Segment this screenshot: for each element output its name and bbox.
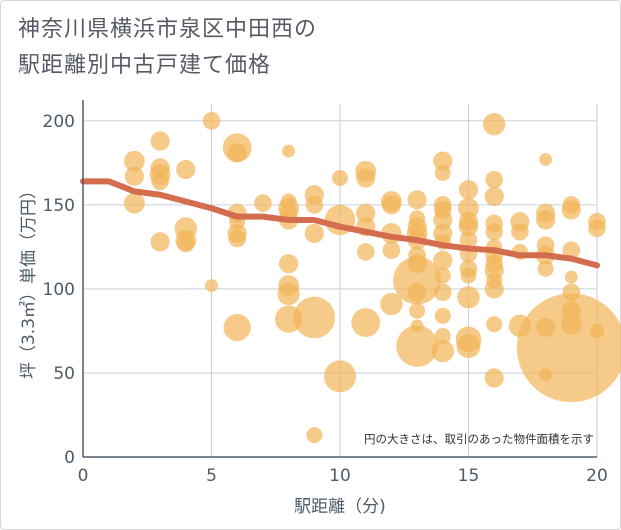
data-bubble bbox=[431, 339, 454, 363]
y-tick-label: 200 bbox=[43, 112, 75, 132]
data-bubble bbox=[396, 325, 438, 367]
data-bubble bbox=[202, 112, 221, 130]
data-bubble bbox=[561, 200, 581, 220]
y-tick-label: 100 bbox=[43, 280, 75, 300]
data-bubble bbox=[306, 427, 323, 444]
data-bubble bbox=[380, 292, 403, 316]
data-bubble bbox=[486, 316, 503, 333]
chart-title: 神奈川県横浜市泉区中田西の 駅距離別中古戸建て価格 bbox=[18, 12, 317, 84]
x-tick-label: 5 bbox=[206, 466, 217, 486]
data-bubble bbox=[393, 256, 442, 305]
x-tick-label: 10 bbox=[329, 466, 351, 486]
data-bubble bbox=[484, 186, 504, 207]
data-bubble bbox=[282, 144, 295, 158]
y-axis-title: 坪（3.3㎡）単価（万円） bbox=[19, 182, 39, 379]
x-tick-label: 0 bbox=[78, 466, 89, 486]
data-bubble bbox=[458, 197, 479, 219]
data-bubble bbox=[151, 172, 169, 191]
data-bubble bbox=[332, 169, 348, 186]
data-bubble bbox=[293, 296, 336, 339]
data-bubble bbox=[458, 217, 479, 237]
data-bubble bbox=[484, 279, 504, 299]
size-annotation: 円の大きさは、取引のあった物件面積を示す bbox=[364, 432, 594, 446]
x-axis-title: 駅距離（分) bbox=[294, 497, 386, 517]
data-bubble bbox=[460, 267, 477, 284]
data-bubble bbox=[407, 190, 427, 210]
data-bubble bbox=[177, 234, 195, 253]
data-bubble bbox=[536, 210, 556, 230]
data-bubble bbox=[176, 159, 196, 180]
data-bubble bbox=[434, 307, 451, 324]
data-bubble bbox=[434, 164, 451, 181]
data-bubble bbox=[434, 267, 451, 284]
data-bubble bbox=[228, 229, 246, 248]
data-bubble bbox=[124, 166, 144, 186]
data-bubble bbox=[562, 241, 581, 260]
data-bubble bbox=[205, 279, 218, 292]
data-bubble bbox=[433, 250, 453, 270]
trend-line bbox=[80, 178, 600, 269]
data-bubble bbox=[356, 203, 376, 223]
data-bubble bbox=[123, 192, 145, 214]
data-bubble bbox=[485, 170, 504, 189]
data-bubble bbox=[485, 222, 504, 241]
data-bubble bbox=[305, 196, 324, 214]
data-bubble bbox=[356, 168, 376, 188]
data-bubble bbox=[227, 143, 247, 163]
data-bubble bbox=[564, 270, 578, 284]
x-tick-label: 15 bbox=[458, 466, 480, 486]
data-bubble bbox=[407, 282, 427, 302]
data-bubble bbox=[459, 231, 478, 249]
y-tick-label: 50 bbox=[53, 364, 75, 384]
data-bubble bbox=[588, 219, 606, 238]
data-bubble bbox=[356, 243, 375, 261]
data-bubble bbox=[381, 195, 401, 215]
title-line-1: 神奈川県横浜市泉区中田西の bbox=[18, 17, 318, 42]
data-bubble bbox=[511, 222, 529, 241]
data-bubble bbox=[539, 153, 552, 166]
y-tick-label: 150 bbox=[43, 196, 75, 216]
data-bubble bbox=[433, 151, 453, 171]
bubble-layer bbox=[123, 112, 621, 444]
data-bubble bbox=[279, 254, 299, 274]
data-bubble bbox=[516, 293, 621, 403]
data-bubble bbox=[457, 286, 480, 309]
data-bubble bbox=[433, 210, 453, 230]
data-bubble bbox=[304, 223, 324, 244]
data-bubble bbox=[409, 302, 426, 319]
data-bubble bbox=[537, 260, 554, 277]
data-bubble bbox=[254, 194, 272, 212]
data-bubble bbox=[123, 150, 145, 172]
data-bubble bbox=[324, 360, 356, 393]
data-bubble bbox=[351, 308, 381, 337]
title-line-2: 駅距離別中古戸建て価格 bbox=[18, 53, 272, 78]
y-tick-label: 0 bbox=[64, 448, 75, 468]
data-bubble bbox=[434, 283, 452, 302]
data-bubble bbox=[484, 368, 504, 388]
grid-lines bbox=[82, 104, 598, 458]
data-bubble bbox=[458, 180, 479, 200]
x-tick-label: 20 bbox=[586, 466, 608, 486]
data-bubble bbox=[589, 323, 605, 339]
data-bubble bbox=[456, 334, 481, 359]
data-bubble bbox=[223, 313, 251, 342]
data-bubble bbox=[434, 327, 451, 344]
data-bubble bbox=[150, 232, 170, 252]
data-bubble bbox=[277, 282, 300, 306]
data-bubble bbox=[382, 241, 401, 260]
data-bubble bbox=[483, 112, 506, 136]
data-bubble bbox=[150, 131, 170, 151]
